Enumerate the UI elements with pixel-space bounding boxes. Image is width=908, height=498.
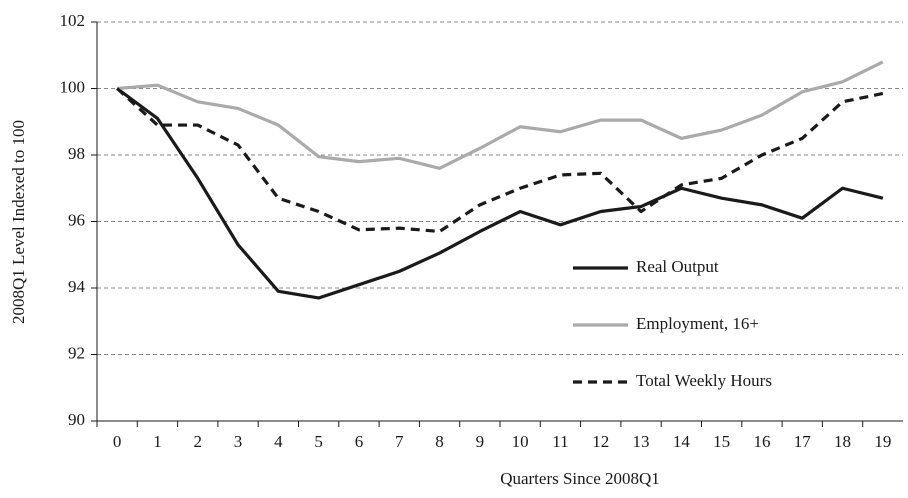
x-tick-label: 16 — [753, 432, 770, 451]
x-tick-label: 3 — [234, 432, 243, 451]
x-tick-label: 11 — [552, 432, 568, 451]
x-tick-label: 0 — [113, 432, 122, 451]
x-tick-label: 19 — [874, 432, 891, 451]
y-axis-label: 2008Q1 Level Indexed to 100 — [9, 120, 28, 324]
legend-label: Real Output — [636, 257, 719, 276]
x-tick-label: 18 — [834, 432, 851, 451]
line — [116, 87, 884, 234]
x-tick-label: 6 — [355, 432, 364, 451]
x-tick-label: 7 — [395, 432, 404, 451]
line — [117, 60, 884, 170]
legend-label: Employment, 16+ — [636, 314, 759, 333]
y-tick-label: 96 — [68, 210, 85, 229]
y-tick-label: 102 — [60, 11, 86, 30]
x-tick-label: 1 — [153, 432, 162, 451]
x-tick-label: 5 — [314, 432, 323, 451]
x-tick-label: 10 — [512, 432, 529, 451]
y-tick-label: 98 — [68, 144, 85, 163]
x-tick-label: 13 — [633, 432, 650, 451]
x-tick-label: 17 — [794, 432, 812, 451]
x-tick-label: 15 — [713, 432, 730, 451]
y-tick-label: 94 — [68, 277, 86, 296]
y-tick-label: 90 — [68, 410, 85, 429]
x-tick-label: 4 — [274, 432, 283, 451]
x-tick-label: 12 — [592, 432, 609, 451]
x-axis-label: Quarters Since 2008Q1 — [500, 469, 660, 488]
y-tick-label: 92 — [68, 343, 85, 362]
line — [116, 87, 884, 300]
x-tick-label: 8 — [435, 432, 444, 451]
y-tick-label: 100 — [60, 77, 86, 96]
x-tick-label: 14 — [673, 432, 691, 451]
legend-label: Total Weekly Hours — [636, 371, 772, 390]
x-tick-label: 2 — [194, 432, 203, 451]
x-tick-label: 9 — [476, 432, 485, 451]
